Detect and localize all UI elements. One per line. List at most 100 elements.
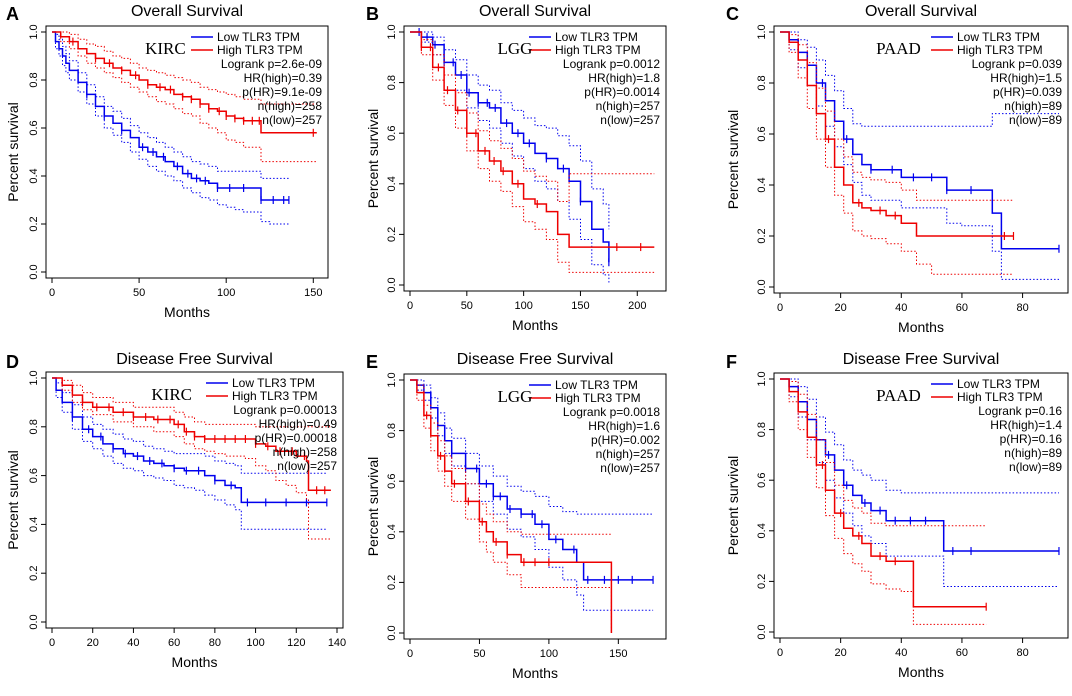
ci-lower-high bbox=[410, 379, 612, 633]
stat-line: n(low)=257 bbox=[262, 113, 322, 127]
ci-upper-high bbox=[780, 378, 987, 527]
panel-f: F Disease Free Survival 0.0 0.2 0.4 0.6 0.8 1.0… bbox=[725, 351, 1069, 680]
panel-letter: C bbox=[726, 4, 739, 24]
x-tick-label: 60 bbox=[956, 647, 968, 659]
cancer-type-label: LGG bbox=[498, 387, 533, 406]
series-high bbox=[52, 377, 331, 540]
x-tick-label: 50 bbox=[473, 648, 485, 660]
ci-upper-high bbox=[410, 31, 655, 202]
chart-title: Overall Survival bbox=[131, 3, 243, 20]
survival-line-high bbox=[410, 379, 613, 633]
plot-frame bbox=[773, 25, 1069, 294]
cancer-type-label: PAAD bbox=[876, 39, 921, 58]
x-tick-label: 50 bbox=[133, 287, 145, 299]
stat-line: n(high)=258 bbox=[258, 99, 323, 113]
legend-label-low: Low TLR3 TPM bbox=[555, 378, 638, 392]
x-tick-label: 120 bbox=[287, 637, 305, 649]
stat-line: Logrank p=2.6e-09 bbox=[221, 57, 322, 71]
y-tick-label: 0.0 bbox=[28, 614, 40, 629]
stat-line: Logrank p=0.039 bbox=[972, 57, 1063, 71]
x-tick-label: 40 bbox=[895, 302, 907, 314]
legend-label-high: High TLR3 TPM bbox=[232, 389, 318, 403]
y-tick-label: 0.0 bbox=[28, 264, 40, 279]
stat-line: n(low)=89 bbox=[1009, 460, 1062, 474]
x-tick-label: 140 bbox=[328, 637, 346, 649]
ci-lower-high bbox=[410, 31, 655, 273]
series-high bbox=[410, 31, 655, 273]
y-tick-label: 0.4 bbox=[386, 176, 398, 191]
chart-title: Overall Survival bbox=[865, 3, 977, 20]
x-axis-label: Months bbox=[898, 664, 944, 680]
ci-upper-high bbox=[410, 379, 612, 535]
panel-e: E Disease Free Survival 0.0 0.2 0.4 0.6 0.8 1.0… bbox=[365, 351, 667, 681]
x-tick-label: 80 bbox=[209, 637, 221, 649]
panel-letter: D bbox=[6, 352, 19, 372]
y-tick-label: 0.2 bbox=[386, 575, 398, 590]
y-tick-label: 0.0 bbox=[756, 279, 768, 294]
y-tick-label: 0.6 bbox=[28, 468, 40, 483]
y-tick-label: 0.2 bbox=[28, 216, 40, 231]
y-tick-label: 0.2 bbox=[756, 574, 768, 589]
y-axis-label: Percent survival bbox=[365, 109, 381, 209]
x-tick-label: 0 bbox=[777, 647, 783, 659]
panel-letter: B bbox=[366, 4, 379, 24]
ci-upper-low bbox=[52, 31, 289, 179]
x-tick-label: 40 bbox=[895, 647, 907, 659]
y-tick-label: 0.2 bbox=[28, 566, 40, 581]
ci-upper-low bbox=[52, 377, 327, 474]
legend-label-low: Low TLR3 TPM bbox=[957, 30, 1040, 44]
legend-label-high: High TLR3 TPM bbox=[957, 390, 1043, 404]
stat-line: Logrank p=0.0018 bbox=[563, 405, 660, 419]
y-tick-label: 0.0 bbox=[756, 624, 768, 639]
x-tick-label: 40 bbox=[127, 637, 139, 649]
x-tick-label: 20 bbox=[87, 637, 99, 649]
y-tick-label: 0.6 bbox=[756, 126, 768, 141]
y-tick-label: 1.0 bbox=[28, 24, 40, 39]
x-tick-label: 0 bbox=[777, 302, 783, 314]
y-axis-label: Percent survival bbox=[5, 450, 21, 550]
y-tick-label: 0.6 bbox=[386, 474, 398, 489]
x-axis-label: Months bbox=[898, 319, 944, 335]
plot-frame bbox=[45, 25, 329, 279]
panel-letter: F bbox=[726, 352, 737, 372]
panel-c: C Overall Survival 0.0 0.2 0.4 0.6 0.8 1.0 0 20 40… bbox=[725, 3, 1069, 335]
y-tick-label: 0.4 bbox=[28, 168, 40, 183]
legend-label-low: Low TLR3 TPM bbox=[555, 30, 638, 44]
y-tick-label: 0.8 bbox=[756, 75, 768, 90]
stat-line: n(low)=257 bbox=[277, 459, 337, 473]
plot-frame bbox=[403, 25, 667, 292]
stat-line: HR(high)=1.5 bbox=[990, 71, 1062, 85]
y-tick-label: 0.4 bbox=[756, 177, 768, 192]
x-tick-label: 80 bbox=[1016, 647, 1028, 659]
survival-line-high bbox=[780, 31, 1014, 237]
y-tick-label: 0.8 bbox=[386, 75, 398, 90]
x-tick-label: 100 bbox=[217, 287, 235, 299]
survival-line-high bbox=[410, 31, 655, 248]
stat-line: p(HR)=9.1e-09 bbox=[242, 85, 322, 99]
y-tick-label: 0.8 bbox=[28, 419, 40, 434]
ci-lower-low bbox=[52, 377, 327, 530]
series-high bbox=[780, 378, 987, 625]
stat-line: n(low)=89 bbox=[1009, 113, 1062, 127]
x-axis-label: Months bbox=[512, 665, 558, 681]
stat-line: n(high)=89 bbox=[1004, 99, 1062, 113]
survival-line-high bbox=[780, 378, 987, 608]
survival-line-high bbox=[52, 377, 331, 491]
x-tick-label: 100 bbox=[246, 637, 264, 649]
stat-line: Logrank p=0.16 bbox=[978, 404, 1062, 418]
y-tick-label: 0.6 bbox=[28, 120, 40, 135]
cancer-type-label: KIRC bbox=[151, 385, 192, 404]
stat-line: n(high)=89 bbox=[1004, 446, 1062, 460]
y-tick-label: 1.0 bbox=[756, 371, 768, 386]
plot-frame bbox=[773, 372, 1069, 639]
y-tick-label: 0.0 bbox=[386, 277, 398, 292]
x-tick-label: 150 bbox=[304, 287, 322, 299]
legend-label-low: Low TLR3 TPM bbox=[232, 376, 315, 390]
stat-line: p(HR)=0.00018 bbox=[255, 431, 338, 445]
x-tick-label: 100 bbox=[540, 648, 558, 660]
stat-line: HR(high)=0.49 bbox=[259, 417, 338, 431]
y-tick-label: 0.0 bbox=[386, 625, 398, 640]
y-tick-label: 0.2 bbox=[756, 228, 768, 243]
chart-title: Disease Free Survival bbox=[116, 351, 273, 368]
stat-line: p(HR)=0.16 bbox=[1000, 432, 1063, 446]
